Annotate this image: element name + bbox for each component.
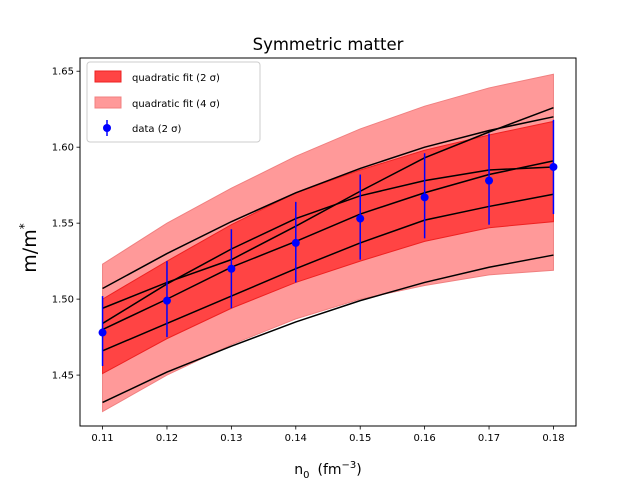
data-point-3 bbox=[291, 238, 300, 247]
x-tick-label-4: 0.15 bbox=[349, 433, 371, 444]
legend-label-4sigma: quadratic fit (4 σ) bbox=[132, 99, 220, 110]
x-tick-label-0: 0.11 bbox=[91, 433, 113, 444]
x-axis-label-sub: 0 bbox=[303, 470, 309, 480]
chart-title: Symmetric matter bbox=[253, 35, 404, 54]
x-axis-label-unit-end: ) bbox=[356, 462, 361, 478]
x-axis-label-base: n bbox=[294, 462, 303, 478]
legend-marker-data bbox=[103, 124, 111, 132]
data-point-1 bbox=[162, 296, 171, 305]
y-axis-label: m/m* bbox=[17, 223, 41, 272]
y-axis-label-base: m/m bbox=[19, 229, 41, 272]
legend-swatch-2sigma bbox=[94, 70, 122, 83]
y-tick-label-3: 1.60 bbox=[52, 143, 74, 154]
legend-swatch-4sigma bbox=[94, 96, 122, 109]
x-axis-label: n0 (fm−3) bbox=[294, 460, 362, 480]
fit-curve-1 bbox=[102, 193, 554, 352]
plot-area bbox=[98, 73, 558, 413]
legend: quadratic fit (2 σ) quadratic fit (4 σ) … bbox=[86, 61, 261, 143]
axes-frame bbox=[79, 57, 577, 427]
legend-label-2sigma: quadratic fit (2 σ) bbox=[132, 73, 220, 84]
legend-box bbox=[86, 61, 261, 143]
x-tick-label-3: 0.14 bbox=[285, 433, 307, 444]
x-axis-label-unit-sup: −3 bbox=[342, 460, 357, 471]
x-tick-label-5: 0.16 bbox=[413, 433, 435, 444]
data-point-7 bbox=[549, 162, 558, 171]
legend-label-data: data (2 σ) bbox=[132, 124, 181, 135]
y-axis: 1.45 1.50 1.55 1.60 1.65 bbox=[52, 67, 80, 382]
fit-curve-0 bbox=[102, 254, 554, 404]
y-axis-label-sup: * bbox=[17, 223, 31, 229]
fit-curve-2 bbox=[102, 160, 554, 331]
data-point-4 bbox=[356, 214, 365, 223]
y-tick-label-1: 1.50 bbox=[52, 295, 74, 306]
fit-curve-5 bbox=[102, 116, 554, 290]
y-tick-label-4: 1.65 bbox=[52, 67, 74, 78]
data-point-2 bbox=[227, 264, 236, 273]
data-point-5 bbox=[420, 193, 429, 202]
y-tick-label-0: 1.45 bbox=[52, 371, 74, 382]
data-point-6 bbox=[485, 176, 494, 185]
x-tick-label-6: 0.17 bbox=[478, 433, 500, 444]
x-tick-label-2: 0.13 bbox=[220, 433, 242, 444]
x-axis: 0.11 0.12 0.13 0.14 0.15 0.16 0.17 0.18 bbox=[91, 426, 565, 444]
x-tick-label-7: 0.18 bbox=[542, 433, 564, 444]
fit-curve-4 bbox=[102, 106, 554, 309]
x-tick-label-1: 0.12 bbox=[156, 433, 178, 444]
x-axis-label-unit: (fm bbox=[318, 462, 342, 478]
y-tick-label-2: 1.55 bbox=[52, 219, 74, 230]
data-point-0 bbox=[98, 328, 107, 337]
band-1 bbox=[102, 120, 554, 375]
